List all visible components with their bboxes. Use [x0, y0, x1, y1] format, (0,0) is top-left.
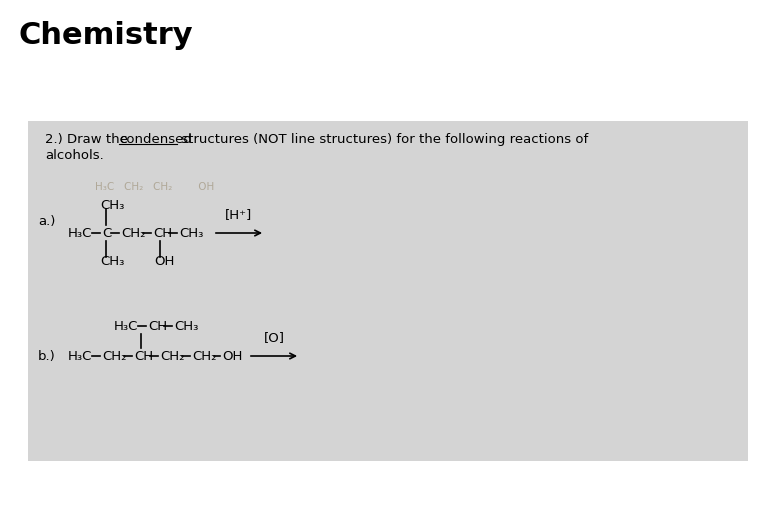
Text: H₃C: H₃C	[114, 319, 139, 333]
Text: CH₃: CH₃	[100, 198, 125, 212]
Bar	[28, 121, 748, 461]
Text: 2.) Draw the: 2.) Draw the	[45, 133, 132, 146]
Text: CH₂: CH₂	[121, 226, 146, 240]
Text: H₃C: H₃C	[68, 350, 92, 362]
Text: CH₃: CH₃	[174, 319, 199, 333]
Text: a.): a.)	[38, 215, 55, 227]
Text: CH₂: CH₂	[102, 350, 126, 362]
Text: CH₂: CH₂	[160, 350, 185, 362]
Text: CH₃: CH₃	[179, 226, 203, 240]
Text: Chemistry: Chemistry	[18, 21, 192, 50]
Text: CH₃: CH₃	[100, 254, 125, 267]
Text: alcohols.: alcohols.	[45, 149, 104, 162]
Text: structures (NOT line structures) for the following reactions of: structures (NOT line structures) for the…	[177, 133, 588, 146]
Text: H₃C   CH₂   CH₂        OH: H₃C CH₂ CH₂ OH	[95, 182, 214, 192]
Text: H₃C: H₃C	[68, 226, 92, 240]
Text: [H⁺]: [H⁺]	[226, 208, 253, 221]
Text: OH: OH	[222, 350, 243, 362]
Text: CH: CH	[148, 319, 167, 333]
Text: OH: OH	[154, 254, 174, 267]
Text: C: C	[102, 226, 111, 240]
Text: condensed: condensed	[119, 133, 192, 146]
Text: CH₂: CH₂	[192, 350, 216, 362]
Text: b.): b.)	[38, 350, 55, 362]
Text: CH: CH	[153, 226, 172, 240]
Text: CH: CH	[134, 350, 153, 362]
Text: [O]: [O]	[263, 331, 284, 344]
